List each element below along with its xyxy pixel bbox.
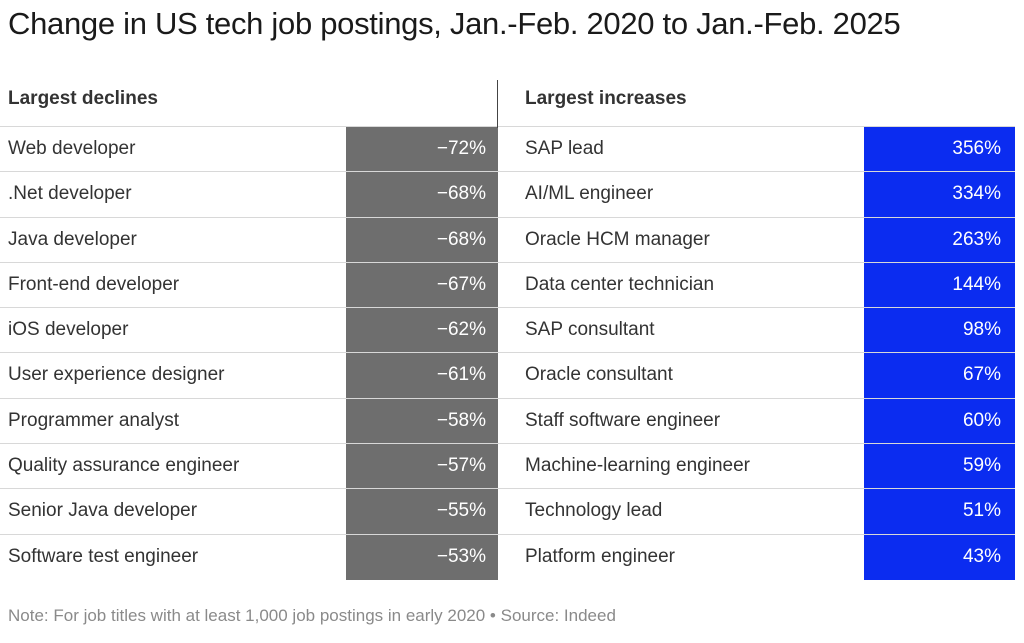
- increase-job-title: Staff software engineer: [525, 409, 721, 431]
- increase-row: SAP lead 356%: [498, 127, 1015, 173]
- decline-job-title: Java developer: [8, 228, 137, 250]
- increases-heading: Largest increases: [525, 88, 687, 109]
- decline-change-value: −61%: [346, 353, 498, 398]
- increase-job-title: AI/ML engineer: [525, 183, 654, 205]
- increase-row: Data center technician 144%: [498, 262, 1015, 309]
- decline-change-value: −68%: [346, 217, 498, 262]
- decline-row: Software test engineer −53%: [0, 534, 498, 580]
- declines-header: Largest declines: [0, 80, 498, 127]
- increase-job-title: Machine-learning engineer: [525, 455, 750, 477]
- postings-table: Largest declines Web developer −72% .Net d…: [0, 80, 1024, 580]
- decline-change-value: −62%: [346, 308, 498, 353]
- increase-job-title: Platform engineer: [525, 545, 675, 567]
- decline-job-title: Senior Java developer: [8, 500, 198, 522]
- increase-change-value: 60%: [864, 398, 1015, 444]
- decline-job-title: User experience designer: [8, 364, 225, 386]
- increase-job-title: Technology lead: [525, 500, 663, 522]
- increase-row: Technology lead 51%: [498, 489, 1015, 535]
- decline-change-value: −72%: [346, 127, 498, 172]
- decline-row: .Net developer −68%: [0, 172, 498, 218]
- increase-change-value: 263%: [864, 217, 1015, 262]
- declines-heading: Largest declines: [8, 88, 158, 109]
- increase-change-value: 59%: [864, 444, 1015, 489]
- decline-job-title: Programmer analyst: [8, 409, 180, 431]
- decline-change-value: −53%: [346, 534, 498, 580]
- decline-job-title: Software test engineer: [8, 545, 199, 567]
- increases-rows: SAP lead 356% AI/ML engineer 334% Oracle HCM…: [498, 127, 1015, 580]
- increase-change-value: 356%: [864, 127, 1015, 172]
- increase-row: Platform engineer 43%: [498, 534, 1015, 580]
- increase-change-value: 334%: [864, 172, 1015, 217]
- decline-row: Programmer analyst −58%: [0, 398, 498, 445]
- increase-change-value: 98%: [864, 308, 1015, 353]
- declines-rows: Web developer −72% .Net developer −68% Java …: [0, 127, 498, 580]
- increase-change-value: 43%: [864, 534, 1015, 580]
- decline-change-value: −68%: [346, 172, 498, 217]
- column-divider: [497, 80, 498, 128]
- declines-table: Largest declines Web developer −72% .Net d…: [0, 80, 498, 580]
- decline-row: Senior Java developer −55%: [0, 489, 498, 535]
- decline-job-title: Quality assurance engineer: [8, 455, 240, 477]
- decline-row: Web developer −72%: [0, 127, 498, 173]
- decline-change-value: −57%: [346, 444, 498, 489]
- increase-row: SAP consultant 98%: [498, 308, 1015, 354]
- decline-job-title: Front-end developer: [8, 273, 180, 295]
- decline-change-value: −55%: [346, 489, 498, 534]
- chart-title: Change in US tech job postings, Jan.-Feb…: [8, 6, 901, 41]
- decline-row: Front-end developer −67%: [0, 262, 498, 309]
- decline-change-value: −67%: [346, 262, 498, 308]
- increase-change-value: 51%: [864, 489, 1015, 534]
- increase-job-title: Oracle HCM manager: [525, 228, 710, 250]
- decline-job-title: iOS developer: [8, 319, 129, 341]
- increases-table: Largest increases SAP lead 356% AI/ML engi…: [498, 80, 1015, 580]
- decline-job-title: .Net developer: [8, 183, 132, 205]
- decline-row: User experience designer −61%: [0, 353, 498, 399]
- increase-job-title: Oracle consultant: [525, 364, 673, 386]
- decline-row: iOS developer −62%: [0, 308, 498, 354]
- increase-job-title: SAP lead: [525, 138, 604, 159]
- increase-change-value: 144%: [864, 262, 1015, 308]
- decline-row: Java developer −68%: [0, 217, 498, 263]
- increase-row: AI/ML engineer 334%: [498, 172, 1015, 218]
- decline-row: Quality assurance engineer −57%: [0, 444, 498, 490]
- increase-row: Oracle HCM manager 263%: [498, 217, 1015, 263]
- increase-job-title: SAP consultant: [525, 319, 655, 341]
- increase-change-value: 67%: [864, 353, 1015, 398]
- decline-job-title: Web developer: [8, 138, 136, 159]
- increase-row: Oracle consultant 67%: [498, 353, 1015, 399]
- increase-row: Staff software engineer 60%: [498, 398, 1015, 445]
- increases-header: Largest increases: [498, 80, 1015, 127]
- decline-change-value: −58%: [346, 398, 498, 444]
- source-note: Note: For job titles with at least 1,000…: [8, 606, 616, 625]
- increase-row: Machine-learning engineer 59%: [498, 444, 1015, 490]
- increase-job-title: Data center technician: [525, 273, 715, 295]
